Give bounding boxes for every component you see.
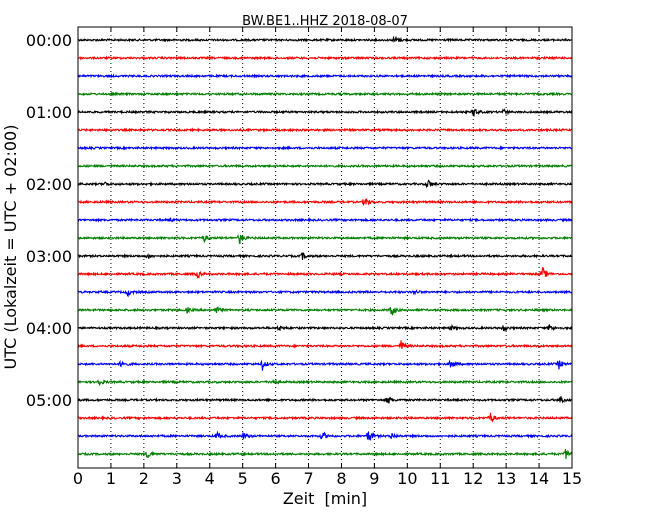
y-tick-label: 01:00 — [26, 103, 72, 122]
trace-row — [78, 306, 573, 316]
trace-row — [77, 55, 573, 61]
seismic-traces — [77, 35, 573, 460]
seismic-trace — [77, 378, 573, 386]
y-tick-label: 04:00 — [26, 319, 72, 338]
trace-row — [77, 396, 573, 404]
trace-row — [77, 378, 573, 386]
trace-row — [77, 324, 573, 332]
y-axis-ticks: 00:00 01:00 02:00 03:00 04:00 05:00 — [26, 31, 572, 410]
seismic-trace — [77, 108, 573, 117]
x-tick-label: 2 — [139, 469, 149, 488]
trace-row — [77, 412, 573, 423]
trace-row — [77, 267, 573, 279]
y-tick-label: 05:00 — [26, 391, 72, 410]
x-tick-label: 10 — [397, 469, 417, 488]
seismic-trace — [77, 179, 573, 189]
x-tick-label: 4 — [205, 469, 215, 488]
x-tick-label: 9 — [369, 469, 379, 488]
seismic-trace — [77, 359, 572, 371]
y-tick-label: 03:00 — [26, 247, 72, 266]
x-tick-label: 13 — [496, 469, 516, 488]
trace-row — [78, 449, 573, 460]
seismic-trace — [77, 145, 573, 151]
seismic-trace — [78, 449, 573, 460]
seismic-trace — [77, 324, 573, 332]
seismic-trace — [77, 267, 573, 279]
seismic-trace — [77, 91, 573, 97]
seismic-trace — [78, 306, 573, 316]
grid-lines — [110, 27, 540, 468]
seismic-trace — [77, 412, 573, 423]
x-tick-label: 14 — [529, 469, 549, 488]
trace-row — [77, 252, 573, 261]
trace-row — [77, 35, 573, 43]
seismic-trace — [77, 217, 573, 223]
trace-row — [77, 108, 573, 117]
trace-row — [77, 217, 573, 223]
plot-frame — [77, 26, 573, 469]
x-tick-label: 5 — [238, 469, 248, 488]
seismic-trace — [77, 197, 573, 207]
x-tick-label: 12 — [463, 469, 483, 488]
seismic-trace — [77, 340, 573, 349]
x-tick-label: 11 — [430, 469, 450, 488]
seismic-trace — [77, 396, 573, 404]
x-tick-label: 7 — [303, 469, 313, 488]
trace-row — [77, 179, 573, 189]
chart-title: BW.BE1..HHZ 2018-08-07 — [242, 14, 408, 29]
x-tick-label: 1 — [106, 469, 116, 488]
trace-row — [77, 91, 573, 97]
trace-row — [77, 340, 573, 349]
x-axis-ticks: 0 1 2 3 4 5 6 7 8 9 10 11 12 13 14 15 — [73, 27, 582, 488]
seismic-trace — [77, 233, 573, 245]
trace-row — [77, 145, 573, 151]
trace-row — [77, 163, 573, 169]
seismic-trace — [77, 73, 573, 79]
seismic-trace — [77, 252, 573, 261]
trace-row — [77, 197, 573, 207]
trace-row — [77, 430, 573, 441]
seismic-trace — [77, 127, 573, 133]
x-tick-label: 0 — [73, 469, 83, 488]
x-tick-label: 6 — [271, 469, 281, 488]
x-tick-label: 3 — [172, 469, 182, 488]
x-tick-label: 15 — [562, 469, 582, 488]
seismic-trace — [77, 163, 573, 169]
seismic-trace — [77, 35, 573, 43]
seismic-trace — [77, 430, 573, 441]
trace-row — [77, 289, 573, 298]
seismic-trace — [77, 289, 573, 298]
x-tick-label: 8 — [336, 469, 346, 488]
y-tick-label: 00:00 — [26, 31, 72, 50]
trace-row — [77, 73, 573, 79]
trace-row — [77, 359, 572, 371]
trace-row — [77, 233, 573, 245]
y-axis-label: UTC (Lokalzeit = UTC + 02:00) — [1, 125, 20, 370]
seismic-trace — [77, 55, 573, 61]
x-axis-label: Zeit [min] — [283, 489, 367, 508]
trace-row — [77, 127, 573, 133]
y-tick-label: 02:00 — [26, 175, 72, 194]
